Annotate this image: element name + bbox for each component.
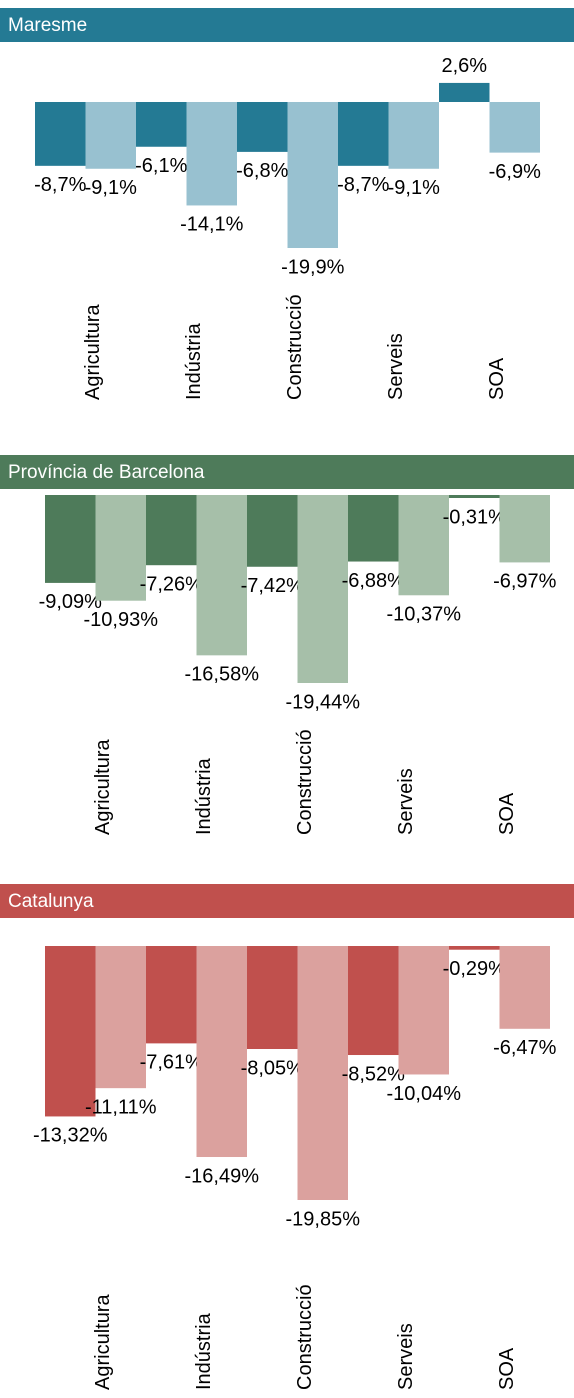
value-label: -9,1% xyxy=(388,177,440,199)
category-label: SOA xyxy=(496,1347,518,1390)
panel-header xyxy=(0,8,574,42)
bar xyxy=(398,495,449,596)
panel-title: Maresme xyxy=(8,15,87,36)
bar xyxy=(186,102,237,206)
bar xyxy=(499,946,550,1029)
value-label: -6,47% xyxy=(493,1037,557,1059)
bar xyxy=(499,495,550,563)
panel-header xyxy=(0,455,574,489)
bar xyxy=(338,102,389,166)
bar xyxy=(348,946,399,1056)
category-label: SOA xyxy=(486,357,508,400)
value-label: -6,1% xyxy=(135,155,187,177)
category-label: SOA xyxy=(496,792,518,835)
value-label: 2,6% xyxy=(441,55,487,77)
bar xyxy=(45,946,96,1117)
value-label: -0,31% xyxy=(443,506,507,528)
value-label: -6,97% xyxy=(493,571,557,593)
value-label: -7,61% xyxy=(140,1052,204,1074)
bar xyxy=(449,946,500,950)
value-label: -9,1% xyxy=(85,177,137,199)
value-label: -10,37% xyxy=(387,604,462,626)
bar xyxy=(95,946,146,1089)
value-label: -8,7% xyxy=(34,174,86,196)
category-label: Indústria xyxy=(193,1312,215,1390)
value-label: -16,58% xyxy=(185,664,260,686)
bar xyxy=(196,946,247,1158)
bar xyxy=(146,495,197,566)
bar xyxy=(489,102,540,153)
bar xyxy=(439,82,490,102)
bar xyxy=(398,946,449,1075)
bar xyxy=(247,946,298,1050)
bar xyxy=(35,102,86,166)
bar xyxy=(348,495,399,562)
bar xyxy=(85,102,136,169)
category-label: Agricultura xyxy=(82,304,104,400)
bar xyxy=(136,102,187,147)
value-label: -19,44% xyxy=(286,691,361,713)
panel-title: Catalunya xyxy=(8,891,94,912)
bar xyxy=(449,495,500,498)
bar xyxy=(95,495,146,601)
value-label: -13,32% xyxy=(33,1125,108,1147)
bar xyxy=(146,946,197,1044)
value-label: -10,93% xyxy=(84,609,159,631)
value-label: -11,11% xyxy=(85,1096,157,1118)
category-label: Construcció xyxy=(284,294,306,400)
value-label: -10,04% xyxy=(387,1083,462,1105)
bar xyxy=(297,946,348,1200)
value-label: -6,8% xyxy=(236,160,288,182)
value-label: -14,1% xyxy=(180,214,244,236)
value-label: -19,9% xyxy=(281,256,345,278)
bar xyxy=(388,102,439,169)
bar xyxy=(287,102,338,248)
category-label: Serveis xyxy=(385,333,407,400)
category-label: Indústria xyxy=(193,757,215,835)
bar xyxy=(297,495,348,683)
category-label: Construcció xyxy=(294,729,316,835)
value-label: -7,26% xyxy=(140,573,204,595)
category-label: Indústria xyxy=(183,322,205,400)
value-label: -8,05% xyxy=(241,1057,305,1079)
value-label: -6,9% xyxy=(489,161,541,183)
value-label: -6,88% xyxy=(342,570,406,592)
value-label: -0,29% xyxy=(443,958,507,980)
category-label: Agricultura xyxy=(92,1294,114,1390)
value-label: -8,7% xyxy=(337,174,389,196)
value-label: -7,42% xyxy=(241,575,305,597)
value-label: -9,09% xyxy=(39,591,103,613)
category-label: Construcció xyxy=(294,1284,316,1390)
category-label: Serveis xyxy=(395,768,417,835)
value-label: -19,85% xyxy=(286,1208,361,1230)
category-label: Agricultura xyxy=(92,739,114,835)
bar xyxy=(45,495,96,583)
bar xyxy=(247,495,298,567)
bar xyxy=(237,102,288,152)
bar xyxy=(196,495,247,656)
panel-header xyxy=(0,884,574,918)
value-label: -16,49% xyxy=(185,1165,260,1187)
value-label: -8,52% xyxy=(342,1063,406,1085)
panel-title: Província de Barcelona xyxy=(8,462,205,483)
category-label: Serveis xyxy=(395,1323,417,1390)
